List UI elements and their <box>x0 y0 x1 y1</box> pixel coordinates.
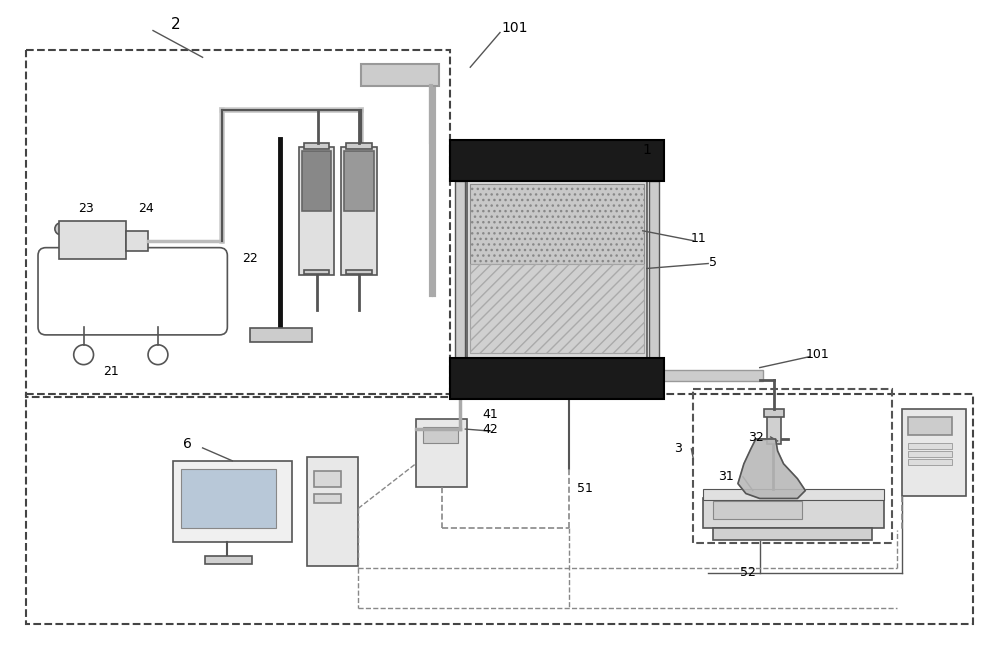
Text: 101: 101 <box>502 21 528 35</box>
Bar <box>649 181 659 358</box>
Circle shape <box>642 368 660 386</box>
Bar <box>908 451 952 457</box>
Bar <box>703 488 884 501</box>
Text: 41: 41 <box>482 408 498 421</box>
Circle shape <box>642 150 660 168</box>
Bar <box>26 394 973 624</box>
Bar <box>713 528 872 540</box>
Text: 5: 5 <box>709 256 717 269</box>
Circle shape <box>426 450 432 456</box>
Bar <box>173 461 292 542</box>
FancyBboxPatch shape <box>38 248 227 335</box>
Bar <box>304 143 329 148</box>
Bar <box>423 427 458 443</box>
Bar <box>467 181 647 358</box>
Bar <box>302 152 331 211</box>
Text: 22: 22 <box>242 252 258 265</box>
Bar <box>450 358 664 399</box>
Bar <box>908 417 952 435</box>
Bar <box>307 457 358 566</box>
Bar <box>314 493 341 504</box>
Bar <box>126 231 148 251</box>
Bar <box>659 370 763 381</box>
Text: 2: 2 <box>171 17 181 32</box>
Bar <box>693 390 892 543</box>
Bar <box>26 50 450 397</box>
Bar <box>902 409 966 497</box>
Bar <box>703 499 884 528</box>
Text: 23: 23 <box>78 203 93 215</box>
Bar <box>304 270 329 274</box>
Bar <box>344 152 374 211</box>
Text: 31: 31 <box>718 470 734 483</box>
Bar <box>450 139 664 181</box>
Bar <box>299 146 334 275</box>
Bar <box>713 501 802 519</box>
Bar <box>346 143 372 148</box>
Bar <box>470 264 644 353</box>
Text: 6: 6 <box>183 437 192 451</box>
Text: 11: 11 <box>690 232 706 245</box>
Circle shape <box>451 368 469 386</box>
Text: 42: 42 <box>482 422 498 435</box>
Circle shape <box>442 450 447 456</box>
Bar <box>416 419 467 486</box>
Text: 24: 24 <box>138 203 154 215</box>
Bar <box>470 184 644 264</box>
Text: 51: 51 <box>577 482 593 495</box>
Bar <box>908 443 952 449</box>
Bar <box>908 459 952 465</box>
Text: 1: 1 <box>642 143 651 157</box>
Circle shape <box>451 150 469 168</box>
Bar <box>250 328 312 342</box>
Text: 32: 32 <box>748 430 764 444</box>
Text: 21: 21 <box>104 365 119 378</box>
Bar <box>361 64 439 86</box>
Circle shape <box>434 450 440 456</box>
Bar <box>470 264 644 353</box>
Bar <box>346 270 372 274</box>
Bar <box>181 469 276 528</box>
Bar <box>341 146 377 275</box>
Bar <box>314 471 341 486</box>
Text: 101: 101 <box>805 348 829 361</box>
Bar <box>470 184 644 264</box>
Polygon shape <box>738 439 805 499</box>
Circle shape <box>322 537 333 549</box>
Circle shape <box>55 223 67 235</box>
Text: 3: 3 <box>675 442 682 455</box>
Text: 52: 52 <box>740 566 756 579</box>
Bar <box>205 556 252 564</box>
Bar <box>455 181 465 358</box>
Bar <box>767 414 781 444</box>
Bar <box>59 221 126 259</box>
Bar <box>764 409 784 417</box>
